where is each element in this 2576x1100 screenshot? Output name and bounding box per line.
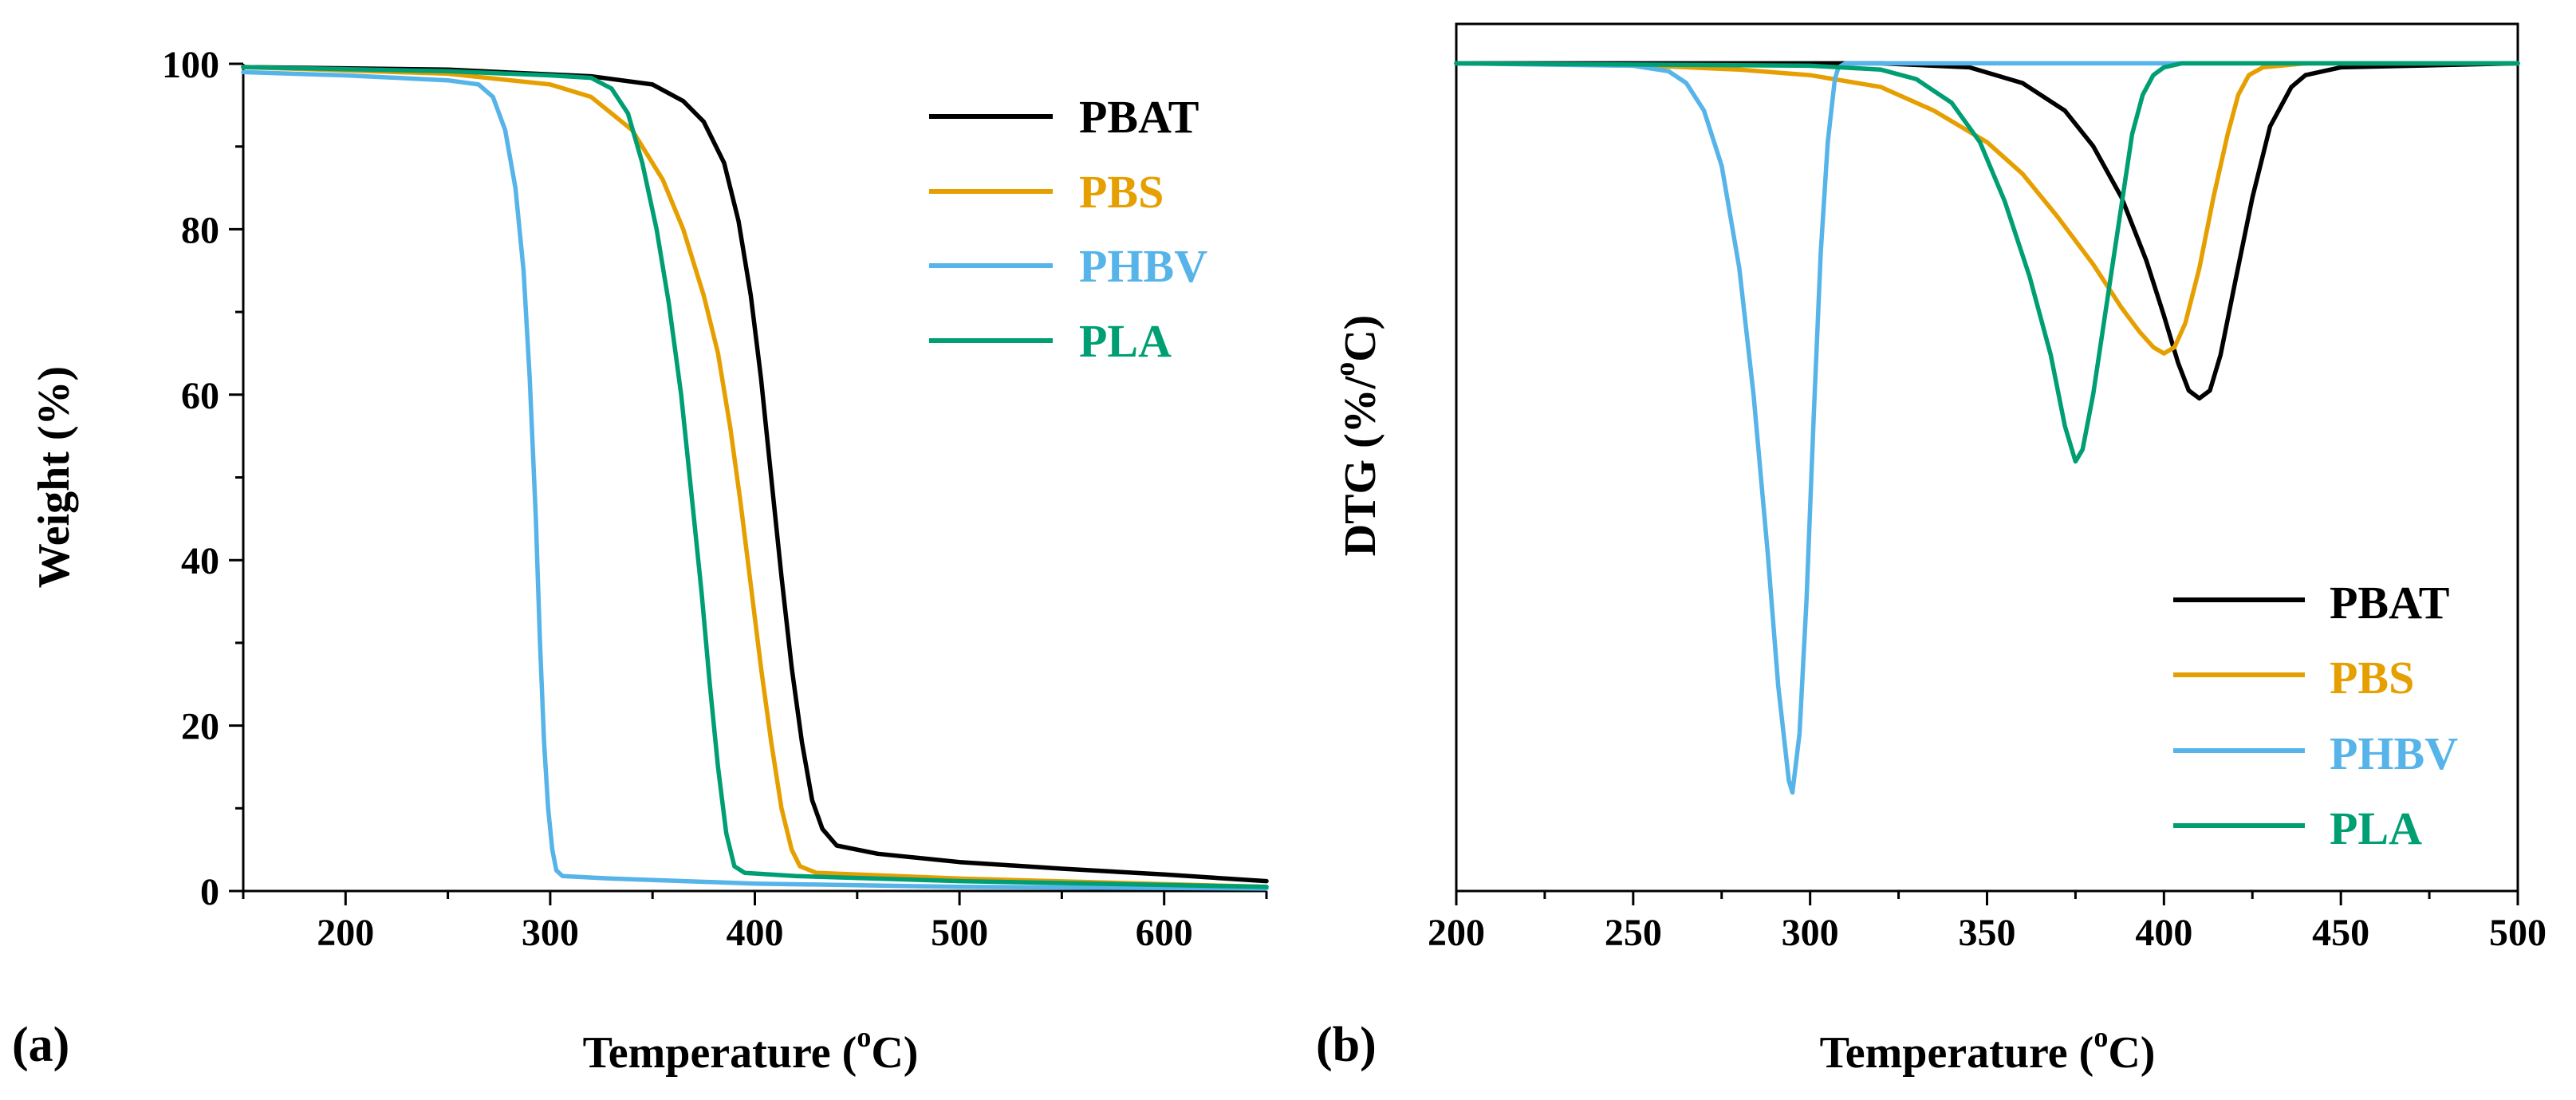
panel-a-tga: 200 300 400 500 600 0 20 40 60 80 100 PBAT PBS PHB… <box>12 44 1269 1078</box>
panel-a-x-tick-label: 500 <box>931 912 988 954</box>
panel-a-series-phbv <box>241 69 1269 891</box>
legend-b-pbs-label: PBS <box>2330 652 2414 704</box>
panel-b-series-phbv <box>1454 61 2520 795</box>
panel-a-y-tick-label: 0 <box>200 871 219 913</box>
panel-a-series-pla <box>241 65 1269 889</box>
panel-a-y-tick-label: 60 <box>181 375 219 417</box>
panel-b-x-tick-label: 200 <box>1428 912 1485 954</box>
panel-b-x-degree-sup: o <box>2093 1021 2108 1053</box>
panel-b-x-axis-title: Temperature (oC) <box>1820 1021 2156 1078</box>
panel-b-ticks: 200 250 300 350 400 450 500 <box>1428 891 2546 954</box>
panel-a-series-pbs <box>241 65 1269 889</box>
legend-a-phbv-label: PHBV <box>1079 240 1207 292</box>
panel-a-x-tick-label: 600 <box>1136 912 1193 954</box>
panel-a-x-tick-label: 300 <box>522 912 579 954</box>
panel-a-y-tick-label: 100 <box>162 44 219 86</box>
legend-b-phbv-label: PHBV <box>2330 727 2458 779</box>
panel-b-series-pbat <box>1454 61 2520 401</box>
panel-b-x-tick-label: 500 <box>2489 912 2546 954</box>
panel-a-y-axis-title: Weight (%) <box>30 366 79 588</box>
panel-b-series <box>1454 61 2520 795</box>
legend-a-pla-label: PLA <box>1079 315 1172 367</box>
panel-a-x-degree-sup: o <box>857 1021 871 1053</box>
panel-a-label: (a) <box>12 1018 69 1072</box>
panel-b-dtg: 200 250 300 350 400 450 500 PBAT PBS PHBV PLA … <box>1316 22 2546 1078</box>
panel-a-series-pbat <box>241 65 1269 884</box>
panel-b-y-axis-title: DTG (%/oC) <box>1329 315 1385 557</box>
panel-a-x-tick-label: 400 <box>727 912 784 954</box>
panel-b-series-pbs <box>1454 61 2520 356</box>
panel-a-legend: PBAT PBS PHBV PLA <box>929 91 1207 367</box>
panel-a-x-tick-label: 200 <box>317 912 374 954</box>
legend-b-pla-label: PLA <box>2330 802 2422 854</box>
legend-a-pbs-label: PBS <box>1079 166 1164 218</box>
panel-a-y-tick-label: 20 <box>181 706 219 748</box>
panel-a-ticks: 200 300 400 500 600 0 20 40 60 80 100 <box>162 44 1268 954</box>
panel-a-y-tick-label: 40 <box>181 540 219 582</box>
panel-a-series <box>241 65 1269 891</box>
panel-b-x-tick-label: 300 <box>1782 912 1839 954</box>
panel-b-x-tick-label: 350 <box>1959 912 2016 954</box>
panel-a-y-tick-label: 80 <box>181 209 219 251</box>
panel-b-x-tick-label: 250 <box>1605 912 1662 954</box>
panel-a-x-axis-title: Temperature (oC) <box>583 1021 919 1078</box>
legend-a-pbat-label: PBAT <box>1079 91 1199 143</box>
panel-b-label: (b) <box>1316 1018 1377 1072</box>
legend-b-pbat-label: PBAT <box>2330 577 2449 629</box>
panel-b-legend: PBAT PBS PHBV PLA <box>2173 577 2458 854</box>
panel-b-y-degree-sup: o <box>1329 362 1361 377</box>
panel-b-x-tick-label: 450 <box>2312 912 2369 954</box>
panel-b-x-tick-label: 400 <box>2135 912 2192 954</box>
panel-b-series-pla <box>1454 61 2520 464</box>
